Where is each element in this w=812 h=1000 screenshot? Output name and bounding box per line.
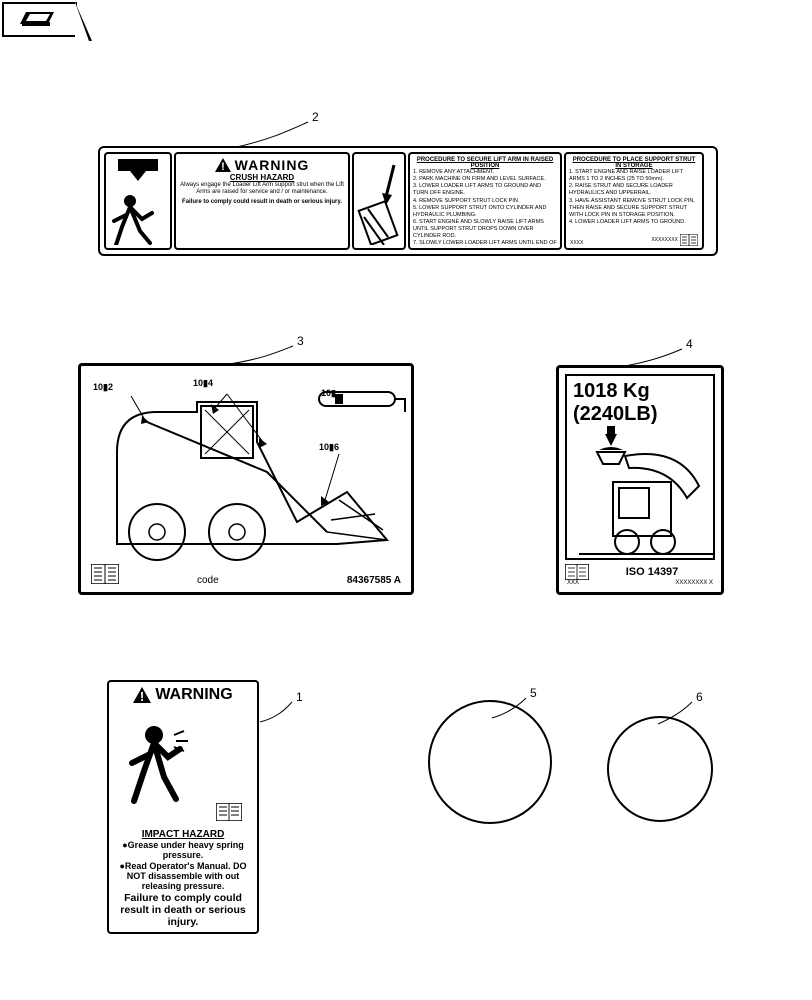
crush-text-2: Failure to comply could result in death …: [182, 199, 342, 206]
crush-text-1: Always engage the Loader Lift Arm suppor…: [179, 182, 345, 195]
capacity-pictogram-icon: [569, 426, 719, 556]
strut-pin-icon: [356, 157, 402, 245]
circle-item-5: [428, 700, 552, 824]
capacity-decal: 1018 Kg (2240LB) ISO 14397 XXX XXXXXXXX …: [556, 365, 724, 595]
book-icon: [91, 564, 119, 584]
svg-text:!: !: [221, 161, 225, 172]
footer-left: XXXX: [570, 240, 583, 246]
circle-item-6: [607, 716, 713, 822]
warning-title: WARNING: [235, 157, 310, 173]
book-icon: [565, 564, 589, 580]
callout-5: 5: [530, 686, 537, 700]
impact-title: WARNING: [155, 686, 232, 704]
warning-triangle-icon: !: [215, 158, 231, 172]
book-icon: [216, 803, 242, 821]
impact-b2: ●Read Operator's Manual. DO NOT disassem…: [119, 861, 246, 892]
lube-pt-1: 10▮2: [93, 382, 113, 393]
impact-fail: Failure to comply could result in death …: [120, 892, 245, 928]
capacity-lb: (2240LB): [573, 403, 707, 426]
book-icon: [680, 234, 698, 246]
footer-right: XXXXXXXX: [651, 237, 678, 243]
svg-text:!: !: [140, 689, 144, 703]
cap-fl: XXX: [567, 580, 579, 586]
lube-code-left: code: [197, 575, 219, 586]
cap-fr: XXXXXXXX X: [675, 580, 713, 586]
crush-pictogram-icon: [108, 157, 168, 245]
callout-3: 3: [297, 334, 304, 348]
proc2-title: PROCEDURE TO PLACE SUPPORT STRUT IN STOR…: [569, 157, 699, 169]
impact-pictogram-icon: [124, 721, 194, 811]
proc1-title: PROCEDURE TO SECURE LIFT ARM IN RAISED P…: [413, 157, 557, 169]
capacity-iso: ISO 14397: [626, 566, 679, 578]
warning-crush-decal: ! WARNING CRUSH HAZARD Always engage the…: [98, 146, 718, 256]
lube-pt-2: 10▮4: [193, 378, 213, 389]
impact-warning-decal: ! WARNING IMPACT HAZARD ●Grease under he…: [107, 680, 259, 934]
impact-hazard: IMPACT HAZARD: [142, 829, 225, 840]
warning-triangle-icon: !: [133, 687, 151, 703]
callout-2: 2: [312, 110, 319, 124]
crush-hazard-label: CRUSH HAZARD: [230, 173, 294, 182]
callout-4: 4: [686, 337, 693, 351]
proc1-steps: 1. REMOVE ANY ATTACHMENT.2. PARK MACHINE…: [413, 169, 557, 250]
lube-code-right: 84367585 A: [347, 575, 401, 586]
impact-b1: ●Grease under heavy spring pressure.: [122, 840, 243, 860]
callout-1: 1: [296, 690, 303, 704]
lube-pt-3: 10▮: [321, 388, 336, 399]
skid-steer-lube-diagram: [87, 372, 407, 572]
callout-6: 6: [696, 690, 703, 704]
lube-pt-4: 10▮6: [319, 442, 339, 453]
lubrication-decal: 10▮2 10▮4 10▮ 10▮6 code 84367585 A: [78, 363, 414, 595]
proc2-steps: 1. START ENGINE AND RAISE LOADER LIFT AR…: [569, 169, 699, 226]
capacity-kg: 1018 Kg: [573, 380, 707, 403]
